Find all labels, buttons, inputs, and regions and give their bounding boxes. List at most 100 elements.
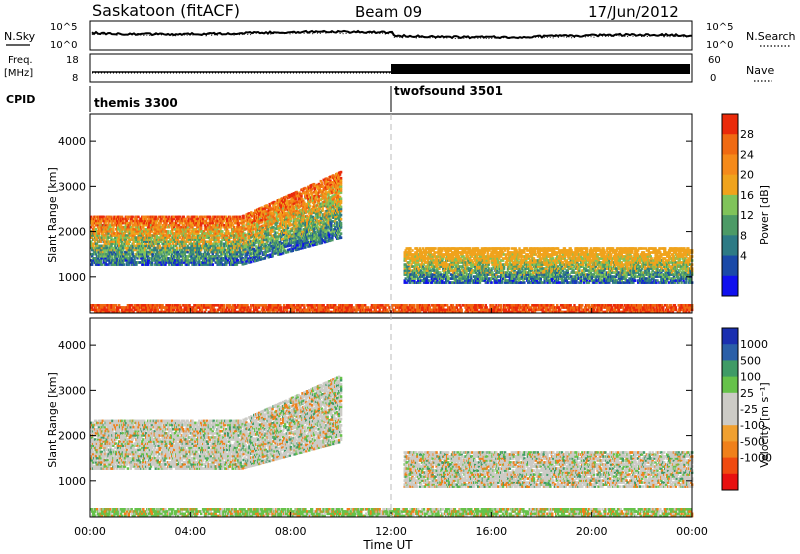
data-cell (142, 234, 145, 237)
data-cell (132, 230, 135, 233)
data-cell (258, 242, 262, 245)
data-cell (214, 219, 217, 223)
data-cell (150, 225, 154, 229)
data-cell (249, 246, 252, 250)
data-cell (117, 228, 120, 231)
data-cell (203, 250, 207, 254)
data-cell (118, 263, 122, 266)
data-cell (235, 250, 239, 254)
data-cell (339, 205, 343, 209)
data-cell (237, 232, 240, 235)
data-cell (150, 259, 154, 262)
data-cell (157, 242, 160, 246)
data-cell (250, 211, 253, 214)
data-cell (92, 242, 96, 246)
data-cell (131, 259, 134, 262)
data-cell (180, 263, 184, 266)
data-cell (256, 224, 260, 227)
data-cell (173, 217, 176, 221)
data-cell (315, 242, 319, 246)
data-cell (245, 239, 248, 243)
data-cell (135, 263, 138, 266)
data-cell (244, 234, 247, 237)
data-cell (147, 219, 151, 223)
data-cell (117, 225, 120, 229)
data-cell (220, 242, 223, 246)
data-cell (177, 217, 181, 221)
data-cell (185, 261, 188, 264)
data-cell (210, 261, 213, 264)
data-cell (142, 263, 145, 266)
data-cell (136, 257, 139, 260)
data-cell (148, 246, 152, 250)
data-cell (131, 225, 134, 229)
data-cell (236, 259, 239, 262)
data-cell (117, 250, 120, 254)
data-cell (250, 235, 253, 239)
data-cell (309, 204, 312, 208)
data-cell (185, 236, 188, 239)
data-cell (214, 232, 217, 235)
data-cell (125, 240, 129, 243)
data-cell (176, 250, 180, 254)
data-cell (215, 259, 218, 262)
data-cell (142, 225, 145, 229)
data-cell (201, 263, 205, 266)
data-cell (182, 238, 185, 241)
data-cell (275, 223, 278, 227)
data-cell (236, 225, 239, 229)
data-cell (275, 247, 278, 251)
data-cell (143, 238, 146, 241)
data-cell (111, 255, 114, 258)
data-cell (195, 263, 198, 266)
data-cell (98, 236, 102, 239)
data-cell (243, 226, 246, 229)
data-cell (144, 250, 147, 254)
data-cell (278, 198, 281, 202)
data-cell (145, 248, 148, 252)
data-cell (118, 261, 122, 264)
data-cell (240, 246, 243, 250)
data-cell (91, 221, 95, 225)
data-cell (94, 228, 98, 231)
data-cell (265, 206, 268, 209)
data-cell (99, 259, 102, 262)
data-cell (207, 248, 211, 252)
data-cell (263, 257, 267, 260)
data-cell (207, 244, 211, 248)
data-cell (121, 221, 125, 225)
data-cell (203, 234, 207, 237)
data-cell (278, 232, 281, 236)
data-cell (130, 230, 133, 233)
data-cell (156, 250, 159, 254)
data-cell (281, 217, 284, 221)
data-cell (193, 232, 196, 235)
data-cell (244, 250, 247, 253)
data-cell (226, 219, 229, 223)
data-cell (219, 234, 222, 237)
data-cell (121, 257, 125, 260)
data-cell (268, 209, 271, 212)
data-cell (125, 219, 129, 223)
data-cell (173, 223, 177, 227)
data-cell (229, 236, 233, 239)
data-cell (131, 244, 134, 248)
data-cell (281, 225, 284, 229)
data-cell (238, 215, 241, 219)
data-cell (112, 219, 115, 223)
data-cell (262, 244, 266, 248)
data-cell (113, 242, 116, 246)
data-cell (133, 248, 136, 252)
data-cell (231, 232, 235, 235)
data-cell (125, 215, 129, 219)
data-cell (264, 226, 267, 230)
data-cell (101, 250, 104, 254)
data-cell (165, 215, 168, 219)
data-cell (269, 229, 272, 232)
data-cell (215, 217, 218, 221)
data-cell (256, 238, 260, 242)
data-cell (277, 219, 280, 222)
data-cell (151, 252, 155, 256)
data-cell (172, 240, 175, 243)
data-cell (203, 261, 207, 264)
